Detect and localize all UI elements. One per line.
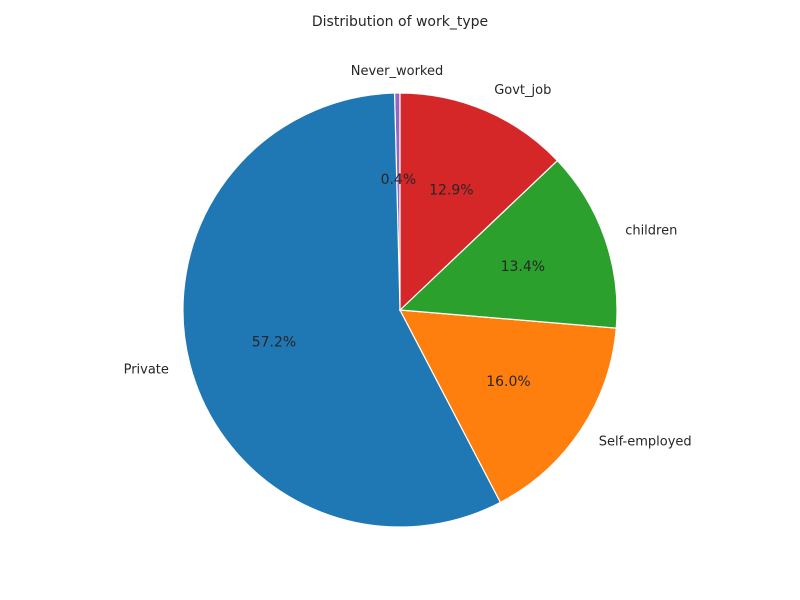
pie-wedges	[182, 92, 618, 528]
chart-title: Distribution of work_type	[311, 14, 489, 30]
slice-percent-label: 16.0%	[486, 374, 530, 390]
slice-label: Govt_job	[494, 83, 551, 98]
slice-label: Never_worked	[351, 64, 444, 79]
slice-percent-label: 0.4%	[381, 172, 417, 188]
pie-slice-govt-job	[399, 92, 559, 312]
pie-labels: Never_worked 0.4% Private 57.2% Self-employe…	[124, 64, 692, 450]
pie-slice-self-employed	[398, 309, 617, 504]
pie-slice-children	[398, 159, 618, 329]
slice-percent-label: 13.4%	[501, 259, 545, 275]
slice-percent-label: 12.9%	[429, 182, 473, 198]
slice-percent-label: 57.2%	[252, 335, 296, 351]
slice-label: Self-employed	[599, 435, 692, 450]
pie-slice-private	[182, 92, 502, 528]
slice-label: children	[625, 223, 677, 238]
slice-label: Private	[124, 362, 169, 377]
